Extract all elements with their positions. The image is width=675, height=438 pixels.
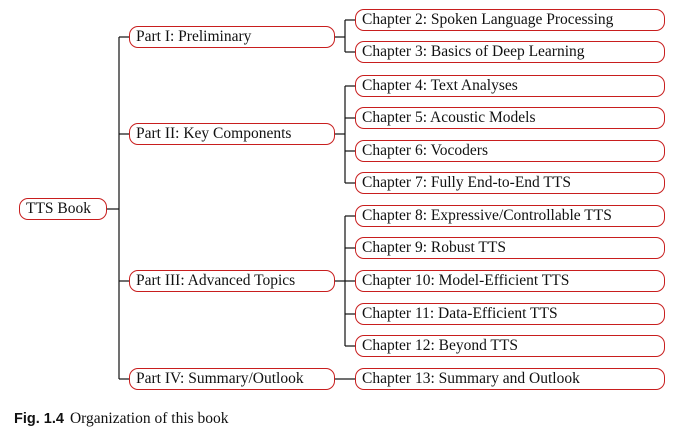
chapter-node-11: Chapter 11: Data-Efficient TTS — [355, 303, 665, 325]
chapter-node-10: Chapter 10: Model-Efficient TTS — [355, 270, 665, 292]
chapter-node-13: Chapter 13: Summary and Outlook — [355, 368, 665, 390]
tree-connectors — [107, 19, 355, 380]
part-node-key-components: Part II: Key Components — [129, 123, 335, 145]
chapter-node-4: Chapter 4: Text Analyses — [355, 75, 665, 97]
figure-number: Fig. 1.4 — [14, 411, 64, 427]
figure-caption: Fig. 1.4 Organization of this book — [14, 410, 229, 428]
part-node-summary-outlook: Part IV: Summary/Outlook — [129, 368, 335, 390]
chapter-node-9: Chapter 9: Robust TTS — [355, 237, 665, 259]
chapter-node-5: Chapter 5: Acoustic Models — [355, 107, 665, 129]
root-node: TTS Book — [19, 198, 107, 220]
chapter-node-2: Chapter 2: Spoken Language Processing — [355, 9, 665, 31]
chapter-node-7: Chapter 7: Fully End-to-End TTS — [355, 172, 665, 194]
figure-caption-text: Organization of this book — [69, 410, 229, 427]
part-node-advanced-topics: Part III: Advanced Topics — [129, 270, 335, 292]
chapter-node-8: Chapter 8: Expressive/Controllable TTS — [355, 205, 665, 227]
chapter-node-3: Chapter 3: Basics of Deep Learning — [355, 41, 665, 63]
chapter-node-6: Chapter 6: Vocoders — [355, 140, 665, 162]
chapter-node-12: Chapter 12: Beyond TTS — [355, 335, 665, 357]
part-node-preliminary: Part I: Preliminary — [129, 26, 335, 48]
book-organization-diagram: TTS Book Part I: Preliminary Part II: Ke… — [19, 9, 665, 390]
